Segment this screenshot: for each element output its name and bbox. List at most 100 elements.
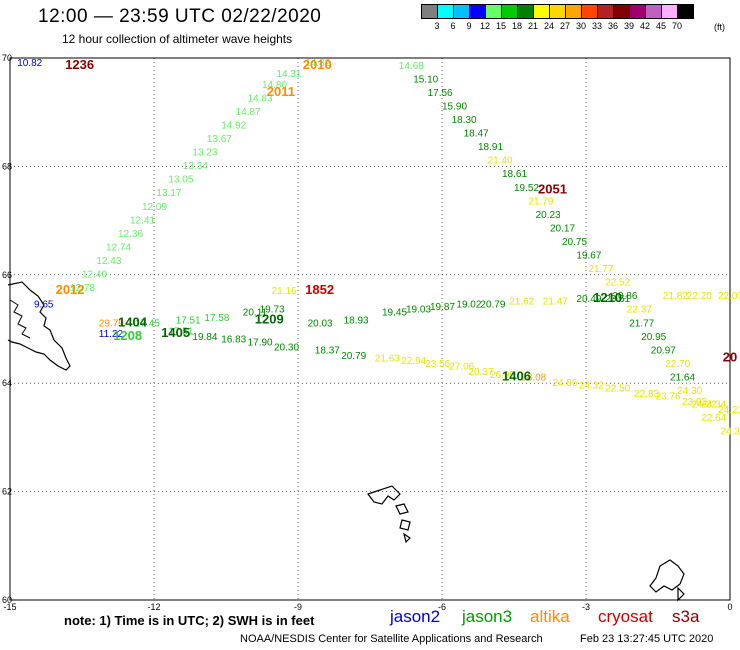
swh-value: 12.41 [130, 215, 155, 226]
colorbar-swatch [677, 4, 694, 19]
map-title: 12:00 — 23:59 UTC 02/22/2020 [38, 6, 322, 27]
swh-value: 15.10 [413, 74, 438, 85]
swh-value: 20.79 [341, 351, 366, 362]
swh-value: 15.90 [442, 101, 467, 112]
colorbar-tick-label: 24 [543, 21, 555, 31]
swh-value: 24.30 [720, 427, 740, 438]
footer-note: note: 1) Time is in UTC; 2) SWH is in fe… [64, 613, 315, 628]
x-tick-label: -9 [294, 602, 302, 612]
swh-value: 18.30 [452, 115, 477, 126]
swh-value: 20.37 [468, 367, 493, 378]
swh-value: 27.06 [449, 362, 474, 373]
swh-value: 22.83 [634, 389, 659, 400]
x-tick-label: -6 [438, 602, 446, 612]
swh-value: 22.37 [627, 305, 652, 316]
map-axes: -15 -12 -9 -6 -3 0 70 68 66 64 62 60 [2, 53, 733, 612]
y-tick-label: 68 [2, 161, 12, 171]
swh-value: 12.78 [70, 283, 95, 294]
y-tick-label: 64 [2, 378, 12, 388]
swh-value: 17.45 [135, 318, 160, 329]
swh-value: 19.84 [192, 332, 217, 343]
colorbar-tick-label: 27 [559, 21, 571, 31]
swh-value: 21.16 [272, 286, 297, 297]
swh-value: 17.51 [176, 316, 201, 327]
swh-value: 12.74 [106, 242, 131, 253]
swh-value: 17.58 [204, 313, 229, 324]
swh-value: 22.64 [701, 413, 726, 424]
swh-value: 18.37 [315, 345, 340, 356]
swh-value: 20.79 [480, 299, 505, 310]
swh-value: 20.49 [576, 294, 601, 305]
swh-value: 16.83 [221, 335, 246, 346]
swh-value: 21.77 [588, 264, 613, 275]
colorbar-tick-label: 21 [527, 21, 539, 31]
swh-value: 10.82 [17, 58, 42, 69]
y-tick-label: 70 [2, 53, 12, 63]
swh-value: 20.61 [605, 294, 630, 305]
colorbar-tick-label: 33 [591, 21, 603, 31]
colorbar-tick-label: 9 [466, 21, 472, 31]
pass-time: 1852 [305, 282, 334, 297]
mission-cryosat: cryosat [598, 607, 653, 626]
swh-value: 20.17 [550, 223, 575, 234]
swh-value: 21.77 [629, 318, 654, 329]
colorbar-tick-label: 42 [639, 21, 651, 31]
pass-time: 2010 [303, 57, 332, 72]
swh-value: 21.47 [543, 297, 568, 308]
swh-value: 21.64 [670, 372, 695, 383]
swh-value: 11.22 [99, 329, 124, 340]
pass-time: 2051 [538, 182, 567, 197]
swh-value: 19.02 [456, 299, 481, 310]
swh-value: 13.05 [168, 175, 193, 186]
swh-value: 24.21 [718, 405, 740, 416]
swh-value: 22.52 [605, 278, 630, 289]
y-tick-label: 60 [2, 595, 12, 605]
swh-value: 24.30 [677, 386, 702, 397]
map-subtitle: 12 hour collection of altimeter wave hei… [62, 32, 293, 46]
swh-value: 19.73 [260, 305, 285, 316]
swh-value: 24.22 [692, 400, 717, 411]
colorbar-swatches [421, 4, 694, 19]
swh-value: 18.47 [464, 129, 489, 140]
swh-value: 22.94 [401, 356, 426, 367]
swh-value: 29.79 [99, 318, 124, 329]
colorbar-tick-label: 39 [623, 21, 635, 31]
swh-value: 28.08 [521, 372, 546, 383]
mission-altika: altika [530, 607, 570, 626]
swh-value: 22.50 [605, 383, 630, 394]
swh-value: 19.52 [514, 183, 539, 194]
swh-value: 13.23 [192, 148, 217, 159]
coastlines [7, 281, 685, 602]
swh-value: 12.40 [82, 270, 107, 281]
pass-time: 1210 [593, 290, 622, 305]
swh-value: 19.45 [382, 307, 407, 318]
swh-value: 14.68 [399, 61, 424, 72]
swh-value: 19.67 [576, 251, 601, 262]
swh-value: 19.87 [430, 302, 455, 313]
swh-value: 20.75 [562, 237, 587, 248]
colorbar-tick-label: 45 [655, 21, 667, 31]
swh-value: 12.36 [118, 229, 143, 240]
colorbar-tick-label: 30 [575, 21, 587, 31]
y-tick-label: 62 [2, 487, 12, 497]
pass-time: 2012 [56, 282, 85, 297]
swh-value: 19.03 [406, 305, 431, 316]
wave-height-colorbar: 3 6 9 12 15 18 21 24 27 30 33 36 39 42 45 70 [421, 4, 694, 35]
swh-value: 17.90 [248, 337, 273, 348]
colorbar-unit: (ft) [714, 22, 725, 32]
pass-time: 2011 [267, 84, 295, 99]
map-grid [9, 57, 731, 601]
swh-value: 22.70 [665, 359, 690, 370]
swh-value: 20.11 [243, 307, 268, 318]
y-tick-label: 66 [2, 270, 12, 280]
colorbar-tick-labels: 3 6 9 12 15 18 21 24 27 30 33 36 39 42 45 70 [421, 21, 693, 35]
swh-value: 17.51 [168, 326, 193, 337]
mission-jason2: jason2 [390, 607, 441, 626]
swh-value: 20.30 [274, 343, 299, 354]
swh-value: 21.63 [375, 354, 400, 365]
credit-line: NOAA/NESDIS Center for Satellite Applica… [240, 633, 543, 645]
swh-value: 12.09 [142, 202, 167, 213]
